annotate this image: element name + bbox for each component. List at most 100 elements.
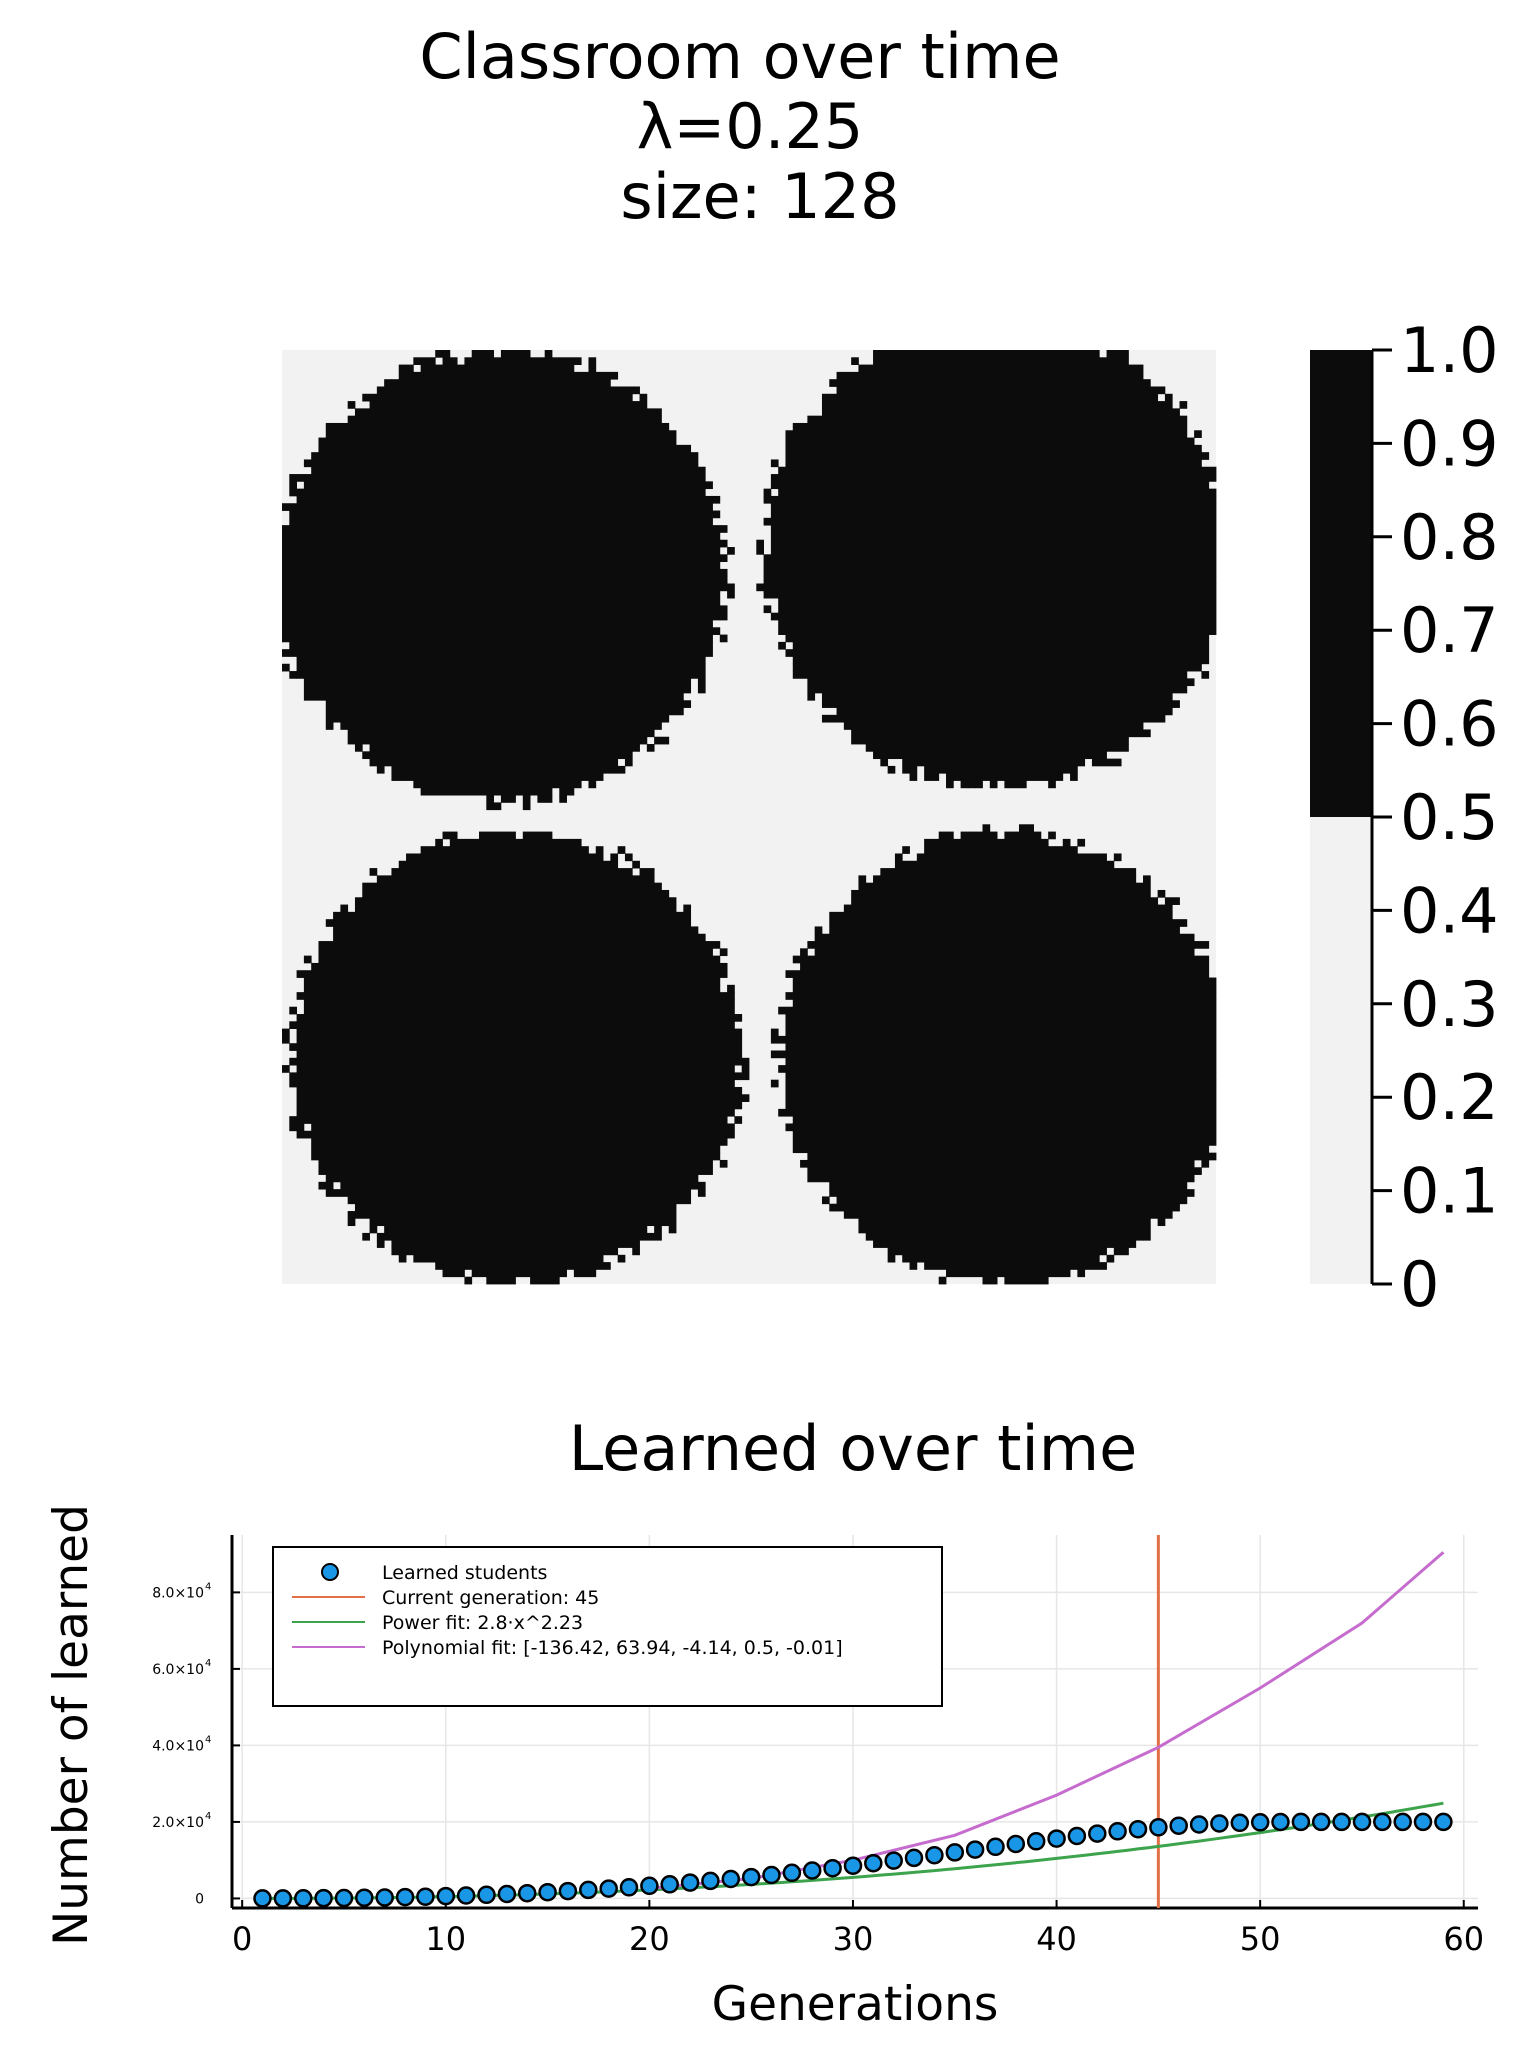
heatmap-cell (1150, 408, 1159, 417)
heatmap-cell (398, 488, 407, 497)
heatmap-cell (384, 568, 392, 577)
heatmap-cell (785, 481, 794, 490)
heatmap-cell (1106, 430, 1115, 438)
heatmap-cell (902, 481, 910, 490)
heatmap-cell (1099, 561, 1107, 570)
heatmap-cell (449, 576, 458, 584)
heatmap-cell (931, 583, 940, 592)
heatmap-cell (1113, 605, 1122, 614)
heatmap-cell (931, 466, 940, 475)
heatmap-cell (1179, 525, 1188, 533)
heatmap-cell (413, 649, 422, 657)
heatmap-cell (836, 371, 845, 380)
heatmap-cell (982, 671, 991, 679)
heatmap-cell (624, 649, 633, 657)
heatmap-cell (967, 656, 976, 665)
heatmap-cell (960, 547, 969, 555)
heatmap-cell (887, 510, 896, 519)
heatmap-cell (354, 590, 363, 599)
heatmap-cell (887, 350, 896, 358)
heatmap-cell (369, 634, 378, 643)
heatmap-cell (697, 547, 706, 555)
heatmap-cell (1208, 503, 1217, 511)
heatmap-cell (1113, 590, 1122, 599)
heatmap-cell (880, 576, 889, 584)
heatmap-cell (975, 437, 983, 446)
heatmap-cell (785, 488, 794, 497)
heatmap-cell (1157, 678, 1166, 687)
heatmap-cell (894, 656, 903, 665)
heatmap-cell (311, 641, 319, 650)
heatmap-cell (902, 510, 910, 519)
heatmap-cell (1077, 350, 1086, 358)
heatmap-cell (406, 583, 414, 592)
heatmap-cell (384, 481, 392, 490)
heatmap-cell (435, 415, 443, 424)
heatmap-cell (515, 583, 524, 592)
heatmap-cell (362, 598, 370, 606)
heatmap-cell (836, 510, 845, 519)
heatmap-cell (865, 452, 874, 460)
heatmap-cell (340, 627, 349, 635)
heatmap-cell (946, 576, 954, 584)
heatmap-cell (1033, 539, 1042, 548)
heatmap-cell (1070, 517, 1078, 526)
heatmap-cell (989, 408, 998, 417)
heatmap-cell (989, 634, 998, 643)
heatmap-cell (712, 554, 721, 563)
heatmap-cell (581, 422, 589, 431)
heatmap-cell (347, 452, 356, 460)
heatmap-cell (303, 503, 312, 511)
heatmap-cell (953, 612, 962, 621)
heatmap-cell (1150, 444, 1159, 453)
heatmap-cell (435, 430, 443, 438)
heatmap-cell (566, 415, 575, 424)
heatmap-cell (442, 379, 451, 387)
heatmap-cell (566, 590, 575, 599)
heatmap-cell (880, 663, 889, 672)
heatmap-cell (909, 466, 918, 475)
heatmap-cell (975, 612, 983, 621)
heatmap-cell (537, 547, 546, 555)
heatmap-cell (1004, 649, 1013, 657)
heatmap-cell (705, 561, 713, 570)
heatmap-cell (413, 605, 422, 614)
heatmap-cell (471, 466, 480, 475)
heatmap-cell (391, 678, 400, 687)
heatmap-cell (493, 488, 502, 497)
heatmap-cell (406, 430, 414, 438)
heatmap-cell (1157, 525, 1166, 533)
heatmap-cell (843, 503, 852, 511)
heatmap-cell (1004, 437, 1013, 446)
heatmap-cell (770, 525, 779, 533)
heatmap-cell (1040, 547, 1049, 555)
heatmap-cell (770, 554, 779, 563)
heatmap-cell (1194, 619, 1202, 628)
heatmap-cell (967, 510, 976, 519)
heatmap-cell (617, 583, 626, 592)
heatmap-cell (1128, 590, 1137, 599)
heatmap-cell (960, 466, 969, 475)
heatmap-cell (581, 678, 589, 687)
heatmap-cell (705, 510, 713, 519)
heatmap-cell (303, 554, 312, 563)
heatmap-cell (1172, 671, 1180, 679)
heatmap-cell (705, 539, 713, 548)
heatmap-cell (603, 561, 611, 570)
heatmap-cell (792, 590, 801, 599)
heatmap-cell (873, 444, 881, 453)
heatmap-cell (1150, 649, 1159, 657)
heatmap-cell (559, 444, 567, 453)
heatmap-cell (617, 503, 626, 511)
heatmap-cell (471, 364, 480, 373)
heatmap-cell (902, 495, 910, 504)
heatmap-cell (500, 612, 509, 621)
heatmap-cell (449, 605, 458, 614)
heatmap-cell (500, 510, 509, 519)
heatmap-cell (588, 386, 597, 395)
heatmap-cell (449, 401, 458, 409)
heatmap-cell (427, 532, 436, 541)
heatmap-cell (646, 561, 655, 570)
heatmap-cell (530, 386, 538, 395)
heatmap-cell (785, 532, 794, 541)
